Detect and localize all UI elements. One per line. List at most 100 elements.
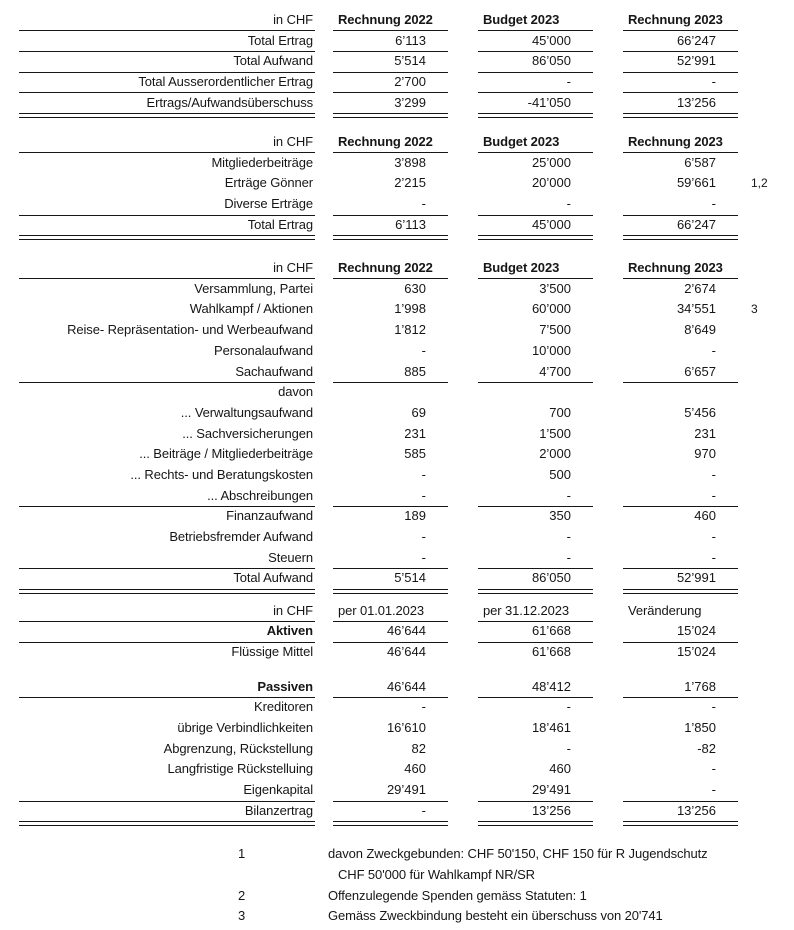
- double-rule-row: [19, 235, 794, 241]
- cell-value: -: [478, 486, 593, 508]
- cell-value: 3’898: [394, 154, 426, 170]
- column-header: Rechnung 2022: [333, 258, 448, 280]
- cell-value: 1’850: [684, 720, 716, 736]
- row-label: Bilanzertrag: [19, 801, 315, 823]
- table-row: Passiven 46’644 48’412 1’768: [19, 677, 794, 699]
- cell-value: 25’000: [531, 154, 571, 170]
- row-label: ... Sachversicherungen: [182, 425, 313, 441]
- table-row: Sachaufwand 885 4’700 6’657: [19, 362, 794, 383]
- double-rule: [19, 113, 315, 119]
- table-row: Finanzaufwand 189 350 460: [19, 506, 794, 527]
- table-row: Kreditoren - - -: [19, 697, 794, 718]
- table-row: Total Ausserordentlicher Ertrag 2’700 - -: [19, 72, 794, 94]
- table-row: Reise- Repräsentation- und Werbeaufwand 1…: [19, 320, 794, 341]
- table-row: Abgrenzung, Rückstellung 82 - -82: [19, 739, 794, 760]
- row-label: Passiven: [19, 677, 315, 699]
- cell-value: 48’412: [478, 677, 593, 699]
- row-label: Abgrenzung, Rückstellung: [163, 740, 313, 756]
- cell-value: 5’456: [684, 404, 716, 420]
- double-rule: [19, 235, 315, 241]
- table-row: Steuern - - -: [19, 548, 794, 570]
- cell-value: 16’610: [386, 720, 426, 736]
- row-label: Flüssige Mittel: [231, 644, 313, 660]
- cell-value: 29’491: [333, 780, 448, 802]
- table-row: Flüssige Mittel 46’644 61’668 15’024: [19, 642, 794, 663]
- footnote-line: CHF 50'000 für Wahlkampf NR/SR: [338, 866, 535, 882]
- double-rule-row: [19, 113, 794, 119]
- cell-value: 59’661: [676, 175, 716, 191]
- cell-value: 61’668: [478, 621, 593, 643]
- cell-value: -: [333, 801, 448, 823]
- table-row: übrige Verbindlichkeiten 16’610 18’461 1’85…: [19, 718, 794, 739]
- cell-value: -: [566, 699, 571, 715]
- row-label: Mitgliederbeiträge: [211, 154, 313, 170]
- table-spacer: [19, 663, 794, 677]
- row-label: Ertrags/Aufwandsüberschuss: [19, 93, 315, 115]
- row-label: Total Ertrag: [19, 215, 315, 237]
- cell-value: -: [566, 529, 571, 544]
- cell-value: 460: [404, 761, 426, 777]
- cell-value: 45’000: [478, 31, 593, 53]
- double-rule: [623, 822, 738, 827]
- cell-value: 66’247: [623, 215, 738, 237]
- cell-value: -: [333, 486, 448, 508]
- fin-table-aufwand: in CHF Rechnung 2022 Budget 2023 Rechnung 2…: [0, 258, 794, 594]
- double-rule: [478, 822, 593, 827]
- double-rule: [478, 589, 593, 594]
- cell-value: -: [421, 342, 426, 358]
- footnote-item: 1 davon Zweckgebunden: CHF 50'150, CHF 15…: [238, 844, 794, 885]
- table-row: ... Sachversicherungen 231 1’500 231: [19, 424, 794, 445]
- cell-value: 585: [404, 446, 426, 462]
- cell-value: 69: [411, 404, 426, 420]
- cell-value: 52’991: [623, 568, 738, 590]
- table-row: ... Beiträge / Mitgliederbeiträge 585 2’00…: [19, 444, 794, 465]
- row-label: Reise- Repräsentation- und Werbeaufwand: [67, 322, 313, 338]
- column-header: Budget 2023: [478, 132, 593, 154]
- cell-value: 2’700: [333, 72, 448, 94]
- cell-value: 3’299: [333, 93, 448, 115]
- row-label: Versammlung, Partei: [194, 280, 313, 296]
- cell-value: 20’000: [531, 175, 571, 191]
- cell-value: 4’700: [478, 362, 593, 383]
- row-label: ... Verwaltungsaufwand: [180, 404, 313, 420]
- cell-value: 13’256: [623, 93, 738, 115]
- cell-value: 7’500: [539, 322, 571, 338]
- column-header: Veränderung: [628, 602, 702, 618]
- column-header: Rechnung 2023: [623, 258, 738, 280]
- cell-value: -: [623, 72, 738, 94]
- footnote-ref: 1,2: [751, 176, 768, 191]
- cell-value: 6’113: [333, 31, 448, 53]
- table-row: Total Ertrag 6’113 45’000 66’247: [19, 31, 794, 53]
- cell-value: 10’000: [531, 342, 571, 358]
- cell-value: -: [566, 740, 571, 756]
- table-row: ... Abschreibungen - - -: [19, 486, 794, 508]
- cell-value: -: [478, 72, 593, 94]
- cell-value: 13’256: [478, 801, 593, 823]
- footnote-line: Gemäss Zweckbindung besteht ein überschu…: [328, 908, 663, 924]
- row-label: Total Ausserordentlicher Ertrag: [19, 72, 315, 94]
- row-label: Total Aufwand: [19, 568, 315, 590]
- double-rule-row: [19, 822, 794, 827]
- table-row: Langfristige Rückstelluing 460 460 -: [19, 759, 794, 780]
- table-row: Versammlung, Partei 630 3’500 2’674: [19, 279, 794, 300]
- double-rule: [19, 589, 315, 594]
- cell-value: -: [421, 699, 426, 715]
- cell-value: -: [421, 529, 426, 544]
- cell-value: 2’000: [539, 446, 571, 462]
- cell-value: 189: [404, 508, 426, 524]
- cell-value: 52’991: [623, 51, 738, 73]
- cell-value: 86’050: [478, 568, 593, 590]
- cell-value: 60’000: [531, 301, 571, 317]
- double-rule: [623, 589, 738, 594]
- row-label: davon: [278, 384, 313, 400]
- fin-table-overview: in CHF Rechnung 2022 Budget 2023 Rechnung 2…: [0, 10, 794, 119]
- cell-value: -: [711, 342, 716, 358]
- table-row: Aktiven 46’644 61’668 15’024: [19, 621, 794, 643]
- cell-value: 1’500: [539, 425, 571, 441]
- table-row: Ertrags/Aufwandsüberschuss 3’299 -41’050 13…: [19, 93, 794, 115]
- table-row: Eigenkapital 29’491 29’491 -: [19, 780, 794, 802]
- table-row: ... Verwaltungsaufwand 69 700 5’456: [19, 403, 794, 424]
- table-row: Bilanzertrag - 13’256 13’256: [19, 801, 794, 823]
- row-label: Sachaufwand: [19, 362, 315, 383]
- row-label: ... Beiträge / Mitgliederbeiträge: [139, 446, 313, 462]
